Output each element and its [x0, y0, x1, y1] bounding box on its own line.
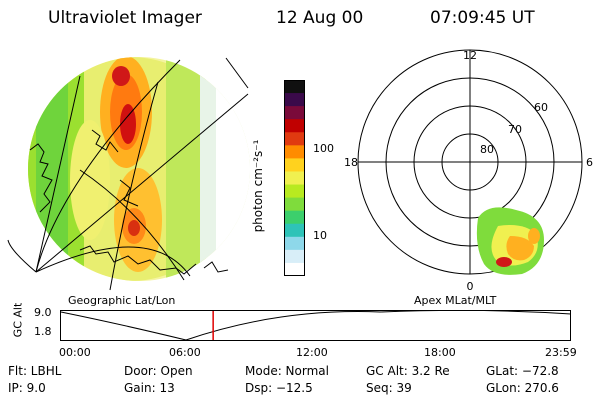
time-label: 07:09:45 UT — [430, 8, 535, 28]
mode-field: Mode: Normal — [245, 364, 329, 378]
colorbar-cell — [285, 223, 305, 238]
colorbar-cell — [285, 93, 305, 107]
colorbar-cell — [285, 145, 305, 159]
colorbar-tick-10: 10 — [313, 229, 327, 242]
altitude-ytick-high: 9.0 — [34, 306, 52, 319]
colorbar-cell — [285, 80, 305, 94]
mlt-label-18: 18 — [344, 156, 358, 169]
seq-field: Seq: 39 — [366, 381, 412, 395]
colorbar-unit-label: photon cm⁻²s⁻¹ — [251, 139, 265, 233]
mlt-label-6: 6 — [586, 156, 593, 169]
lat-label-80: 80 — [480, 143, 494, 156]
door-field: Door: Open — [124, 364, 193, 378]
gain-field: Gain: 13 — [124, 381, 175, 395]
colorbar — [284, 80, 305, 276]
date-label: 12 Aug 00 — [276, 8, 364, 28]
ip-field: IP: 9.0 — [8, 381, 46, 395]
colorbar-cell — [285, 171, 305, 186]
instrument-title: Ultraviolet Imager — [48, 8, 202, 28]
lat-label-70: 70 — [508, 123, 522, 136]
xtick-1800: 18:00 — [424, 346, 456, 359]
lat-label-60: 60 — [534, 101, 548, 114]
colorbar-cell — [285, 132, 305, 146]
altitude-ylabel: GC Alt — [11, 302, 25, 338]
xtick-0000: 00:00 — [59, 346, 91, 359]
glon-field: GLon: 270.6 — [486, 381, 559, 395]
xtick-0600: 06:00 — [169, 346, 201, 359]
colorbar-cell — [285, 262, 305, 276]
colorbar-cell — [285, 184, 305, 199]
left-panel-caption: Geographic Lat/Lon — [68, 294, 176, 307]
colorbar-cell — [285, 210, 305, 225]
colorbar-cell — [285, 197, 305, 212]
mlt-label-0: 0 — [467, 280, 474, 293]
xtick-2359: 23:59 — [545, 346, 577, 359]
geographic-aurora-image — [7, 57, 250, 291]
altitude-ytick-low: 1.8 — [34, 325, 52, 338]
colorbar-cell — [285, 119, 305, 133]
dsp-field: Dsp: −12.5 — [245, 381, 313, 395]
colorbar-cell — [285, 236, 305, 251]
altitude-timeline-plot — [60, 310, 572, 341]
colorbar-cell — [285, 106, 305, 120]
xtick-1200: 12:00 — [296, 346, 328, 359]
glat-field: GLat: −72.8 — [486, 364, 559, 378]
colorbar-tick-100: 100 — [313, 142, 334, 155]
apex-polar-plot: 12 18 6 0 80 70 60 — [344, 49, 593, 293]
mlt-label-12: 12 — [463, 49, 477, 62]
filter-field: Flt: LBHL — [8, 364, 62, 378]
colorbar-cell — [285, 158, 305, 172]
colorbar-cell — [285, 249, 305, 264]
gc-alt-field: GC Alt: 3.2 Re — [366, 364, 450, 378]
right-panel-caption: Apex MLat/MLT — [414, 294, 497, 307]
